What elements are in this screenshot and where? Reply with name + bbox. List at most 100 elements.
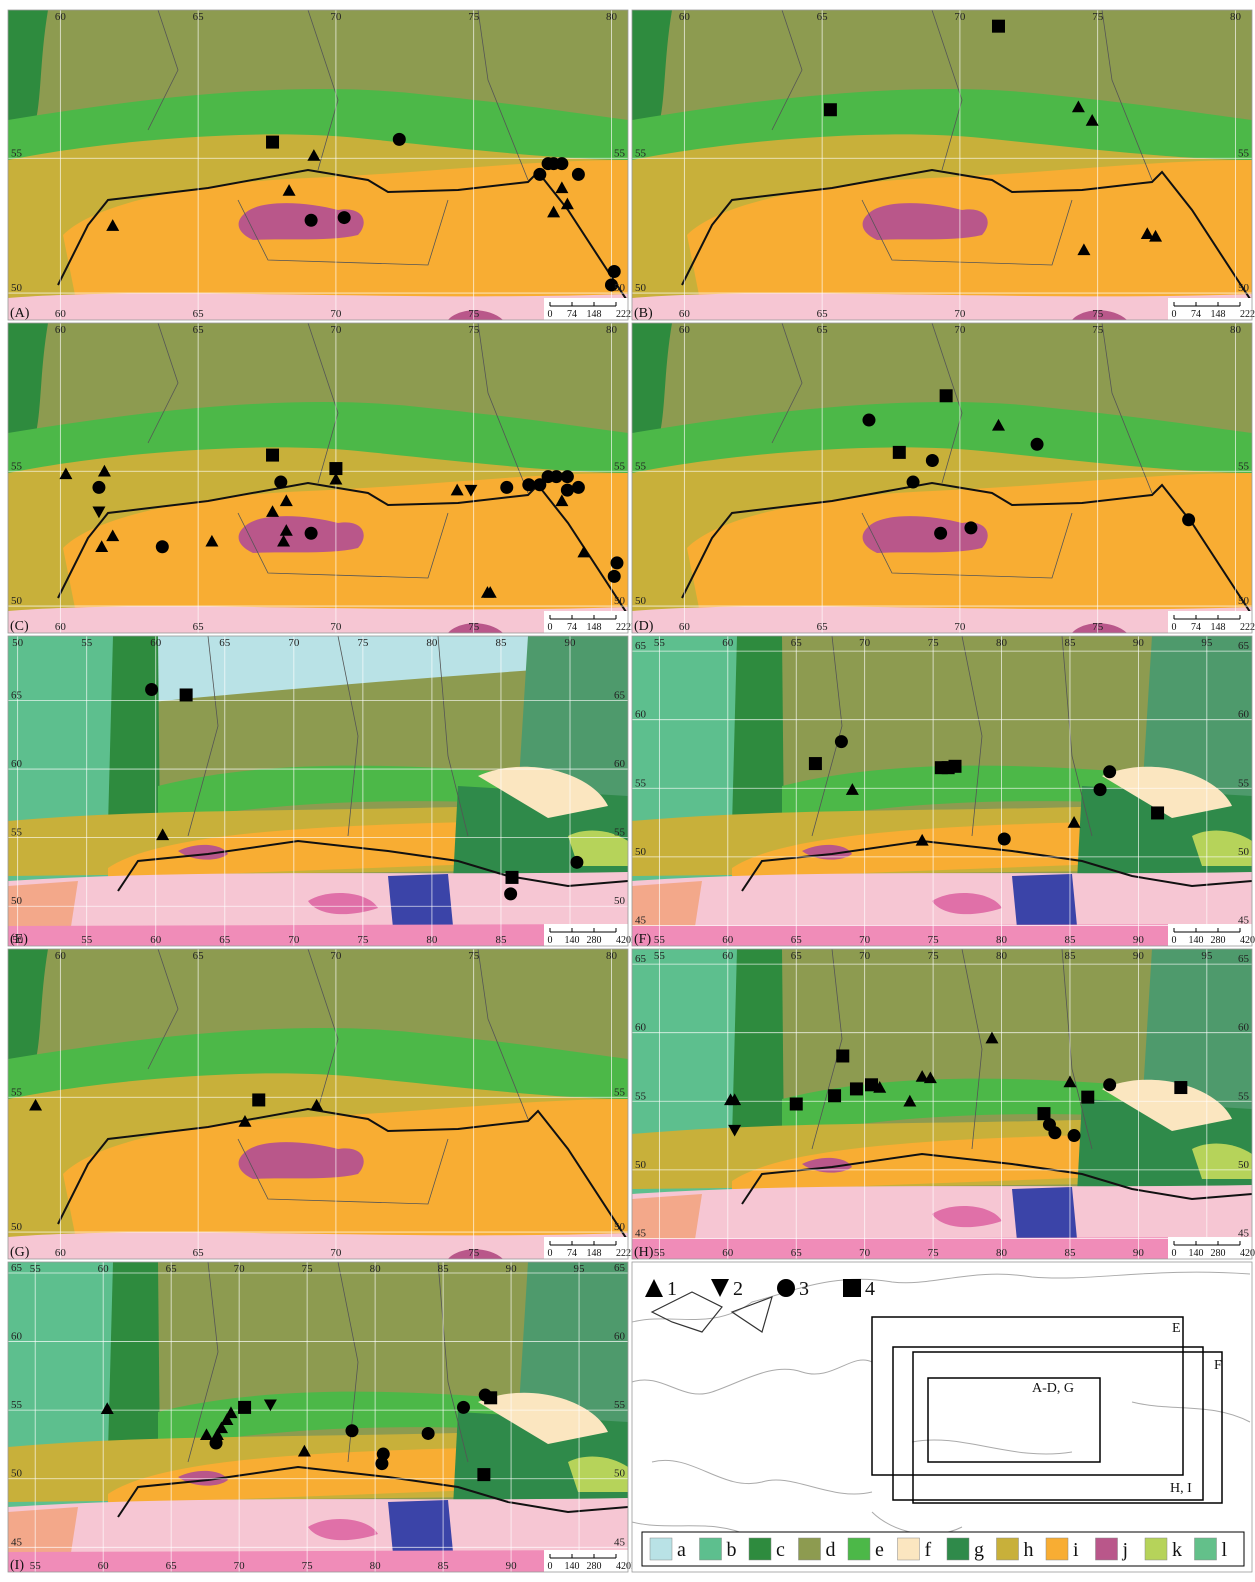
scale-label: 148 <box>587 622 602 633</box>
map-body <box>8 636 628 946</box>
scale-label: 74 <box>1191 309 1201 320</box>
lon-tick-label: 80 <box>996 1247 1008 1259</box>
marker-circle <box>608 570 621 583</box>
marker-square <box>790 1098 803 1111</box>
lat-tick-label: 60 <box>635 709 647 721</box>
legend-symbol-label: 4 <box>865 1278 875 1300</box>
lon-tick-label: 85 <box>495 934 507 946</box>
scale-label: 280 <box>1211 1248 1226 1259</box>
zone-area <box>8 606 628 633</box>
legend-zone-label: b <box>727 1539 737 1561</box>
marker-circle <box>92 481 105 494</box>
legend-symbol-label: 2 <box>733 1278 743 1300</box>
panel-label: (H) <box>634 1245 654 1260</box>
marker-circle <box>555 157 568 170</box>
lat-tick-label: 50 <box>11 895 23 907</box>
lon-tick-label: 85 <box>1064 1247 1076 1259</box>
lat-tick-label: 50 <box>1238 1159 1250 1171</box>
lat-tick-label: 55 <box>635 777 647 789</box>
marker-circle <box>964 521 977 534</box>
lat-tick-label: 50 <box>1238 846 1250 858</box>
lon-tick-label: 65 <box>193 324 205 336</box>
legend-symbol-label: 1 <box>667 1278 677 1300</box>
map-body <box>632 323 1252 633</box>
map-panel: 6060656570707575808050505555074148222km(… <box>632 10 1255 321</box>
lon-tick-label: 70 <box>954 324 966 336</box>
scale-label: 222km <box>1240 622 1255 633</box>
scale-label: 0 <box>548 935 553 946</box>
marker-square <box>266 136 279 149</box>
legend-swatch <box>650 1538 672 1560</box>
lon-tick-label: 70 <box>859 950 871 962</box>
lat-tick-label: 60 <box>614 758 626 770</box>
marker-circle <box>572 168 585 181</box>
marker-square <box>836 1049 849 1062</box>
lon-tick-label: 80 <box>606 324 618 336</box>
scale-label: 0 <box>1172 622 1177 633</box>
lon-tick-label: 65 <box>817 11 829 23</box>
lon-tick-label: 70 <box>859 934 871 946</box>
lat-tick-label: 55 <box>614 1399 626 1411</box>
lat-tick-label: 55 <box>614 460 626 472</box>
map-body <box>8 1262 628 1572</box>
lon-tick-label: 70 <box>330 950 342 962</box>
lon-tick-label: 80 <box>996 950 1008 962</box>
marker-square <box>252 1093 265 1106</box>
marker-square <box>824 103 837 116</box>
map-panel: 5555606065657070757580808585909095954545… <box>632 636 1255 947</box>
lat-tick-label: 50 <box>11 1468 23 1480</box>
legend-symbol-label: 3 <box>799 1278 809 1300</box>
lon-tick-label: 95 <box>574 1263 586 1275</box>
marker-circle <box>1103 1078 1116 1091</box>
panel-label: (A) <box>10 306 30 321</box>
lat-tick-label: 55 <box>11 1086 23 1098</box>
lon-tick-label: 60 <box>98 1560 110 1572</box>
overview-panel: EFA-D, GH, I1234abcdefghijkl <box>632 1262 1252 1572</box>
marker-circle <box>345 1424 358 1437</box>
marker-circle <box>156 540 169 553</box>
lon-tick-label: 90 <box>1133 637 1145 649</box>
marker-circle <box>926 454 939 467</box>
lon-tick-label: 65 <box>219 637 231 649</box>
lon-tick-label: 80 <box>996 637 1008 649</box>
lon-tick-label: 50 <box>12 637 24 649</box>
legend-swatch <box>848 1538 870 1560</box>
zone-area <box>1012 1187 1077 1241</box>
lon-tick-label: 75 <box>468 1247 480 1259</box>
lon-tick-label: 75 <box>302 1560 314 1572</box>
legend-zone-label: a <box>677 1539 686 1561</box>
lon-tick-label: 80 <box>370 1560 382 1572</box>
scale-label: 0 <box>548 309 553 320</box>
legend-swatch <box>700 1538 722 1560</box>
lon-tick-label: 85 <box>1064 934 1076 946</box>
marker-circle <box>570 856 583 869</box>
lon-tick-label: 65 <box>817 621 829 633</box>
lat-tick-label: 50 <box>614 895 626 907</box>
lon-tick-label: 75 <box>1092 11 1104 23</box>
marker-circle <box>500 481 513 494</box>
extent-label: A-D, G <box>1032 1381 1074 1396</box>
lon-tick-label: 60 <box>55 308 67 320</box>
lon-tick-label: 60 <box>722 1247 734 1259</box>
marker-square <box>850 1082 863 1095</box>
lon-tick-label: 80 <box>1230 324 1242 336</box>
lon-tick-label: 80 <box>996 934 1008 946</box>
lon-tick-label: 90 <box>1133 934 1145 946</box>
figure: 60 60 65 65 70 70 75 75 80 80 50 50 55 55 0 74 148 222km (… <box>0 0 1255 1582</box>
legend-zone-label: l <box>1222 1539 1228 1561</box>
lon-tick-label: 70 <box>288 934 300 946</box>
scale-label: 0 <box>1172 309 1177 320</box>
scale-label: 0 <box>1172 935 1177 946</box>
lon-tick-label: 65 <box>791 637 803 649</box>
lon-tick-label: 60 <box>150 637 162 649</box>
lon-tick-label: 85 <box>438 1263 450 1275</box>
lon-tick-label: 85 <box>438 1560 450 1572</box>
lat-tick-label: 50 <box>614 595 626 607</box>
lon-tick-label: 70 <box>330 308 342 320</box>
lon-tick-label: 75 <box>302 1263 314 1275</box>
zone-area <box>388 874 453 928</box>
lon-tick-label: 60 <box>55 11 67 23</box>
marker-circle <box>305 527 318 540</box>
lon-tick-label: 70 <box>954 308 966 320</box>
extent-label: E <box>1172 1321 1181 1336</box>
